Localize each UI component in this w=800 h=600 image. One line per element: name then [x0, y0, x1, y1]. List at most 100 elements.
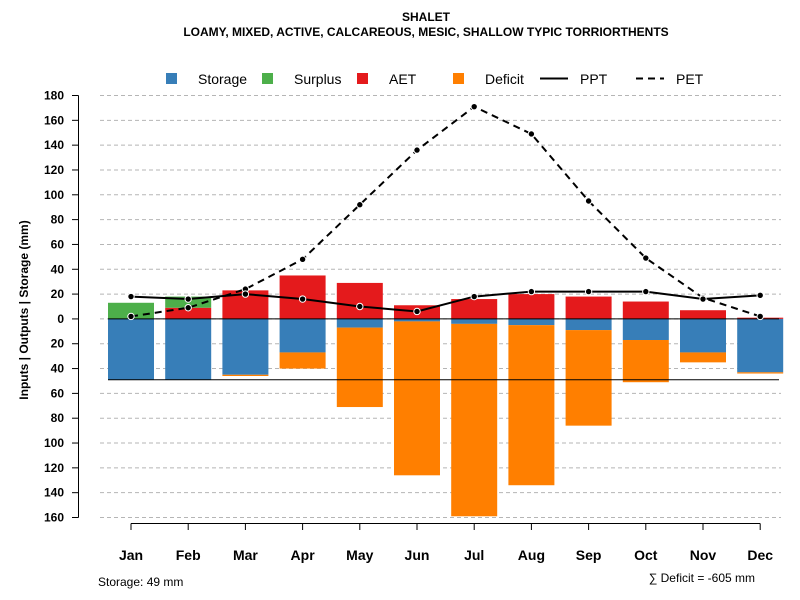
legend: Storage Surplus AET Deficit PPT PET [166, 71, 704, 87]
x-tick-label-oct: Oct [634, 547, 658, 563]
y-tick-label: 120 [44, 163, 64, 177]
ppt-point [642, 287, 650, 296]
y-tick-label: 80 [51, 213, 65, 227]
x-tick-label-mar: Mar [233, 547, 258, 563]
ppt-point [413, 307, 421, 316]
deficit-bar [622, 340, 669, 383]
y-tick-label: 140 [44, 486, 64, 500]
y-tick-label: 120 [44, 461, 64, 475]
bars [108, 275, 784, 517]
y-axis: 180 160 140 120 100 80 60 40 20 0 20 40 60 80 100 120 14… [44, 89, 79, 525]
x-tick-label-jan: Jan [119, 547, 143, 563]
reference-lines [108, 318, 779, 381]
ppt-point [184, 295, 192, 303]
pet-point [298, 255, 307, 264]
chart-title: SHALET [402, 10, 451, 24]
x-axis: Jan Feb Mar Apr May Jun Jul Aug Sep Oct Nov Dec [119, 523, 773, 563]
ppt-point [241, 290, 250, 298]
aet-bar [451, 299, 498, 319]
pet-point [470, 102, 478, 111]
legend-label-pet: PET [676, 71, 704, 87]
storage-bar [680, 318, 726, 353]
x-tick-label-feb: Feb [176, 547, 201, 563]
storage-bar [108, 318, 154, 380]
y-tick-label: 20 [51, 287, 65, 301]
legend-swatch-deficit [453, 73, 464, 84]
storage-bar [222, 318, 269, 375]
surplus-bar [108, 302, 154, 319]
pet-point [356, 201, 364, 209]
y-tick-label: 0 [57, 312, 64, 326]
storage-bar [737, 318, 784, 373]
legend-swatch-surplus [262, 73, 273, 84]
y-tick-label: 80 [51, 411, 65, 425]
ppt-point [699, 295, 707, 303]
legend-label-deficit: Deficit [485, 71, 524, 87]
legend-swatch-storage [166, 73, 177, 84]
deficit-bar [394, 321, 440, 476]
pet-point [756, 312, 764, 321]
aet-bar [622, 301, 669, 319]
legend-label-ppt: PPT [580, 71, 608, 87]
legend-label-storage: Storage [198, 71, 247, 87]
ppt-point [470, 292, 478, 301]
y-tick-label: 180 [44, 89, 64, 103]
y-tick-label: 20 [51, 337, 65, 351]
y-tick-label: 160 [44, 113, 64, 127]
x-tick-label-dec: Dec [747, 547, 773, 563]
storage-bar [394, 318, 440, 322]
storage-note: Storage: 49 mm [98, 575, 183, 589]
legend-label-aet: AET [389, 71, 417, 87]
x-tick-label-sep: Sep [576, 547, 602, 563]
deficit-bar [451, 323, 498, 517]
legend-label-surplus: Surplus [294, 71, 341, 87]
storage-bar [565, 318, 612, 331]
deficit-bar [508, 325, 555, 486]
pet-point [527, 130, 536, 138]
storage-bar [336, 318, 383, 328]
y-tick-label: 40 [51, 262, 65, 276]
deficit-bar [336, 327, 383, 408]
gridlines [100, 95, 781, 518]
pet-point [127, 312, 135, 321]
x-tick-label-may: May [346, 547, 373, 563]
y-tick-label: 40 [51, 362, 65, 376]
deficit-bar [680, 352, 726, 363]
y-tick-label: 100 [44, 436, 64, 450]
ppt-point [756, 291, 764, 300]
aet-bar [680, 310, 726, 319]
y-tick-label: 140 [44, 138, 64, 152]
storage-bar [622, 318, 669, 341]
storage-bar [451, 318, 498, 324]
ppt-point [298, 295, 307, 303]
pet-point [413, 146, 421, 154]
storage-bar [508, 318, 555, 326]
ppt-point [127, 292, 135, 301]
y-axis-label: Inputs | Outputs | Storage (mm) [17, 220, 31, 399]
series-lines [127, 102, 764, 321]
pet-point [184, 304, 192, 312]
pet-point [642, 254, 650, 262]
deficit-bar [565, 330, 612, 426]
ppt-point [584, 287, 593, 296]
storage-bar [165, 318, 212, 380]
x-tick-label-jun: Jun [405, 547, 430, 563]
ppt-point [527, 287, 536, 296]
deficit-bar [279, 352, 326, 369]
aet-bar [565, 296, 612, 319]
legend-swatch-aet [357, 73, 368, 84]
pet-line [130, 105, 761, 318]
y-tick-label: 60 [51, 237, 65, 251]
ppt-line [130, 290, 761, 313]
deficit-bar [737, 372, 784, 374]
x-tick-label-apr: Apr [291, 547, 316, 563]
ppt-point [356, 302, 364, 311]
y-tick-label: 100 [44, 188, 64, 202]
pet-point [584, 197, 593, 205]
aet-bar [165, 307, 212, 319]
aet-bar [336, 282, 383, 319]
storage-bar [279, 318, 326, 353]
aet-bar [508, 294, 555, 319]
deficit-bar [222, 374, 269, 377]
